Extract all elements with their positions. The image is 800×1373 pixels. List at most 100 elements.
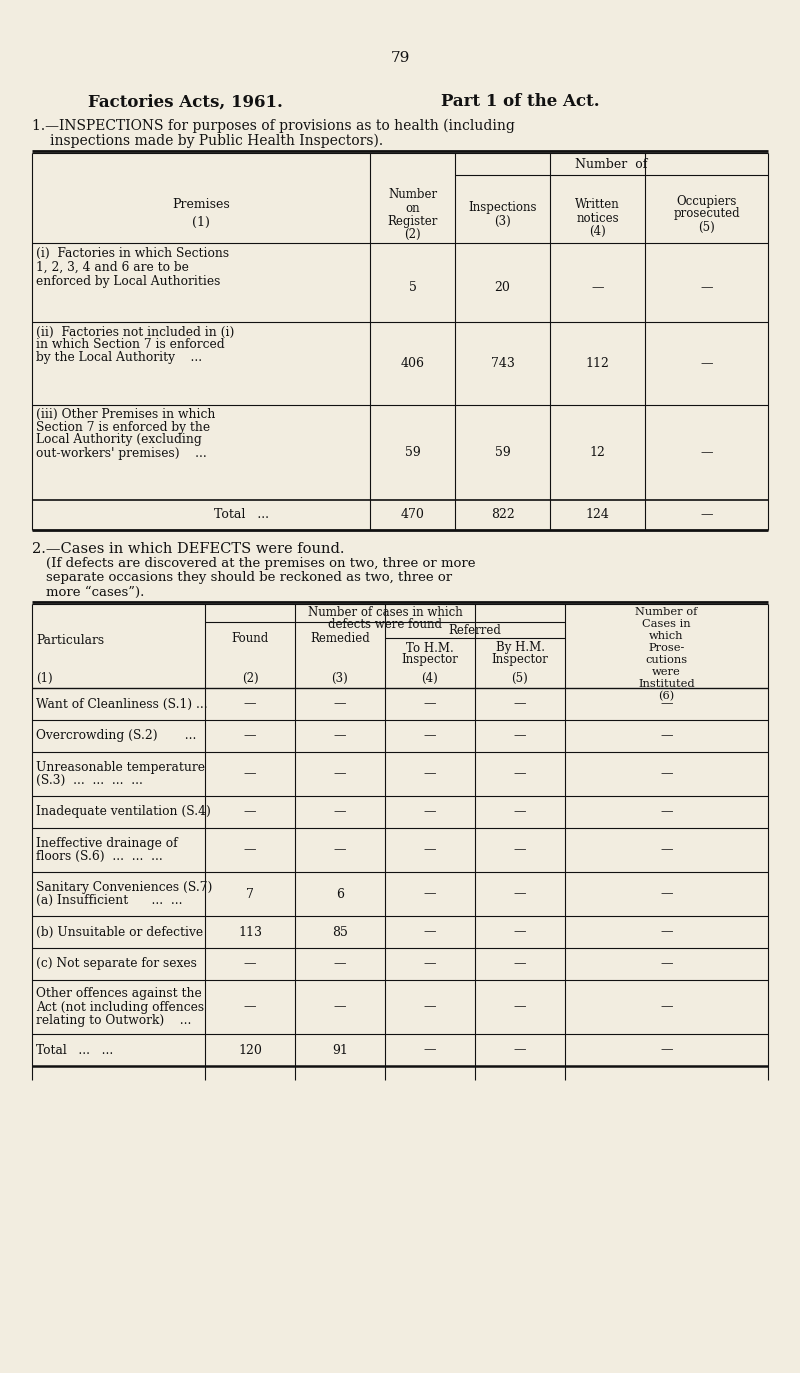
Text: Referred: Referred <box>449 623 502 637</box>
Text: 91: 91 <box>332 1043 348 1056</box>
Text: —: — <box>424 806 436 818</box>
Text: 822: 822 <box>490 508 514 522</box>
Text: To H.M.: To H.M. <box>406 641 454 655</box>
Text: —: — <box>244 768 256 780</box>
Text: 112: 112 <box>586 357 610 369</box>
Text: floors (S.6)  ...  ...  ...: floors (S.6) ... ... ... <box>36 850 162 864</box>
Text: Premises: Premises <box>172 199 230 211</box>
Text: —: — <box>424 1043 436 1056</box>
Text: Particulars: Particulars <box>36 633 104 647</box>
Text: Part 1 of the Act.: Part 1 of the Act. <box>441 93 599 110</box>
Text: separate occasions they should be reckoned as two, three or: separate occasions they should be reckon… <box>46 571 452 585</box>
Text: (2): (2) <box>404 228 421 240</box>
Text: (5): (5) <box>512 671 528 685</box>
Text: Other offences against the: Other offences against the <box>36 987 202 1000</box>
Text: (b) Unsuitable or defective: (b) Unsuitable or defective <box>36 925 203 939</box>
Text: Sanitary Conveniences (S.7): Sanitary Conveniences (S.7) <box>36 881 212 894</box>
Text: enforced by Local Authorities: enforced by Local Authorities <box>36 275 220 287</box>
Text: Inspector: Inspector <box>491 654 549 666</box>
Text: —: — <box>514 1001 526 1013</box>
Text: (5): (5) <box>698 221 715 233</box>
Text: (2): (2) <box>242 671 258 685</box>
Text: By H.M.: By H.M. <box>495 641 545 655</box>
Text: 743: 743 <box>490 357 514 369</box>
Text: —: — <box>514 768 526 780</box>
Text: —: — <box>660 697 673 710</box>
Text: —: — <box>424 697 436 710</box>
Text: Found: Found <box>231 632 269 644</box>
Text: Number: Number <box>388 188 437 202</box>
Text: Occupiers: Occupiers <box>676 195 737 207</box>
Text: 2.—Cases in which DEFECTS were found.: 2.—Cases in which DEFECTS were found. <box>32 542 345 556</box>
Text: Instituted: Instituted <box>638 680 695 689</box>
Text: (1): (1) <box>192 216 210 228</box>
Text: (c) Not separate for sexes: (c) Not separate for sexes <box>36 957 197 971</box>
Text: Local Authority (excluding: Local Authority (excluding <box>36 434 202 446</box>
Text: (S.3)  ...  ...  ...  ...: (S.3) ... ... ... ... <box>36 774 143 787</box>
Text: out-workers' premises)    ...: out-workers' premises) ... <box>36 446 206 460</box>
Text: 79: 79 <box>390 51 410 65</box>
Text: —: — <box>660 843 673 857</box>
Text: Total   ...   ...: Total ... ... <box>36 1043 114 1056</box>
Text: 406: 406 <box>401 357 425 369</box>
Text: (6): (6) <box>658 691 674 702</box>
Text: —: — <box>424 843 436 857</box>
Text: —: — <box>244 697 256 710</box>
Text: notices: notices <box>576 211 619 225</box>
Text: Remedied: Remedied <box>310 632 370 644</box>
Text: —: — <box>244 729 256 743</box>
Text: —: — <box>424 957 436 971</box>
Text: Want of Cleanliness (S.1) ...: Want of Cleanliness (S.1) ... <box>36 697 208 710</box>
Text: —: — <box>514 925 526 939</box>
Text: Cases in: Cases in <box>642 619 691 629</box>
Text: by the Local Authority    ...: by the Local Authority ... <box>36 351 202 364</box>
Text: were: were <box>652 667 681 677</box>
Text: —: — <box>334 697 346 710</box>
Text: (4): (4) <box>422 671 438 685</box>
Text: more “cases”).: more “cases”). <box>46 585 144 599</box>
Text: —: — <box>424 729 436 743</box>
Text: —: — <box>514 887 526 901</box>
Text: —: — <box>700 281 713 294</box>
Text: —: — <box>424 887 436 901</box>
Text: (4): (4) <box>589 225 606 238</box>
Text: (If defects are discovered at the premises on two, three or more: (If defects are discovered at the premis… <box>46 557 475 571</box>
Text: Ineffective drainage of: Ineffective drainage of <box>36 838 178 850</box>
Text: Number  of: Number of <box>575 158 648 170</box>
Text: (a) Insufficient      ...  ...: (a) Insufficient ... ... <box>36 894 182 908</box>
Text: —: — <box>334 843 346 857</box>
Text: 85: 85 <box>332 925 348 939</box>
Text: inspections made by Public Health Inspectors).: inspections made by Public Health Inspec… <box>50 133 383 148</box>
Text: (ii)  Factories not included in (i): (ii) Factories not included in (i) <box>36 325 234 339</box>
Text: —: — <box>424 1001 436 1013</box>
Text: Act (not including offences: Act (not including offences <box>36 1001 204 1013</box>
Text: 7: 7 <box>246 887 254 901</box>
Text: —: — <box>244 843 256 857</box>
Text: 120: 120 <box>238 1043 262 1056</box>
Text: —: — <box>591 281 604 294</box>
Text: which: which <box>650 632 684 641</box>
Text: —: — <box>334 806 346 818</box>
Text: 20: 20 <box>494 281 510 294</box>
Text: cutions: cutions <box>646 655 687 665</box>
Text: Overcrowding (S.2)       ...: Overcrowding (S.2) ... <box>36 729 196 743</box>
Text: 59: 59 <box>494 446 510 459</box>
Text: —: — <box>514 957 526 971</box>
Text: (i)  Factories in which Sections: (i) Factories in which Sections <box>36 247 229 259</box>
Text: (3): (3) <box>494 214 511 228</box>
Text: —: — <box>334 729 346 743</box>
Text: —: — <box>424 925 436 939</box>
Text: defects were found: defects were found <box>328 618 442 632</box>
Text: —: — <box>660 1043 673 1056</box>
Text: Inspections: Inspections <box>468 202 537 214</box>
Text: (1): (1) <box>36 671 53 685</box>
Text: Total   ...: Total ... <box>214 508 269 522</box>
Text: Section 7 is enforced by the: Section 7 is enforced by the <box>36 420 210 434</box>
Text: —: — <box>514 806 526 818</box>
Text: —: — <box>660 957 673 971</box>
Text: 5: 5 <box>409 281 417 294</box>
Text: relating to Outwork)    ...: relating to Outwork) ... <box>36 1015 191 1027</box>
Text: —: — <box>514 697 526 710</box>
Text: Inspector: Inspector <box>402 654 458 666</box>
Text: on: on <box>405 202 420 214</box>
